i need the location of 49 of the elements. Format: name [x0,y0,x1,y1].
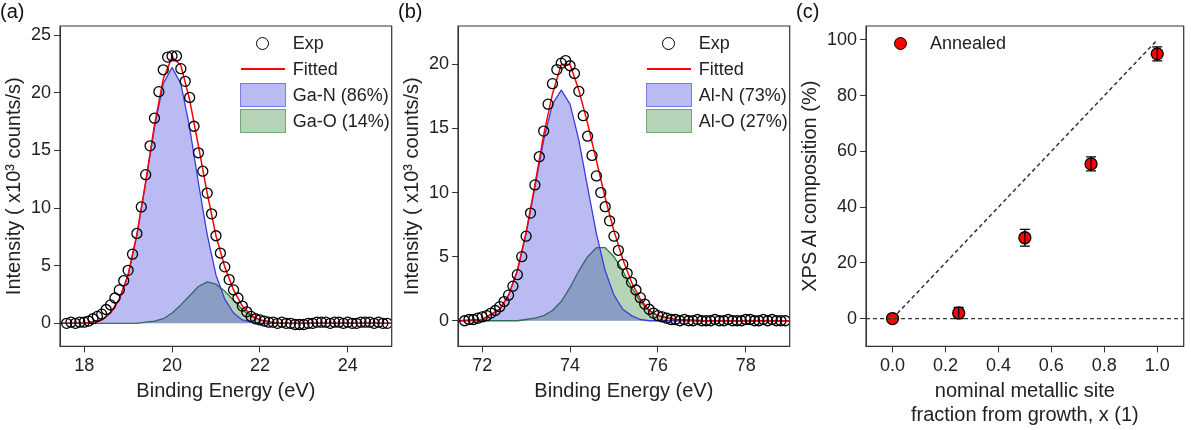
y-tick-label: 0 [439,309,450,330]
x-axis-title: nominal metallic site fraction from growth, x (1) [909,378,1140,426]
x-tick-label: 76 [647,355,668,376]
x-tick-label: 24 [337,355,358,376]
x-tick-label: 72 [472,355,493,376]
legend-label: Al-O (27%) [698,110,788,132]
legend-label: Fitted [698,58,744,80]
y-tick-label: 10 [428,181,450,202]
x-tick-label: 0.6 [1038,355,1064,376]
y-axis-title: Intensity ( x10³ counts/s) [1,77,24,296]
y-tick-label: 10 [30,197,52,218]
y-axis-title: Intensity ( x10³ counts/s) [399,77,422,296]
x-tick-label: 0.0 [879,355,906,376]
y-tick-label: 0 [847,307,858,328]
legend-label: Exp [292,32,324,54]
x-tick-label: 0.2 [932,355,958,376]
legend-label: Fitted [292,58,338,80]
legend-label: Ga-N (86%) [292,84,389,106]
chart-title: (b) [398,0,423,22]
x-tick-label: 20 [162,355,183,376]
legend-label: Ga-O (14%) [292,110,390,132]
x-tick-label: 74 [560,355,581,376]
y-tick-label: 20 [837,251,858,272]
y-tick-label: 5 [439,245,450,266]
x-tick-label: 0.8 [1091,355,1117,376]
x-tick-label: 22 [249,355,270,376]
legend-label: Annealed [930,32,1007,54]
y-tick-label: 15 [428,117,450,138]
y-tick-label: 20 [428,53,450,74]
y-tick-label: 60 [837,140,858,161]
chart-title: (a) [0,0,25,22]
x-axis-title: Binding Energy (eV) [534,378,714,402]
x-tick-label: 18 [74,355,95,376]
chart-title: (c) [796,0,820,22]
y-tick-label: 80 [837,84,858,105]
y-axis-title: XPS Al composition (%) [797,80,820,292]
legend-label: Exp [698,32,730,54]
x-tick-label: 0.4 [985,355,1011,376]
x-tick-label: 78 [735,355,756,376]
y-tick-label: 20 [30,81,52,102]
y-tick-label: 5 [41,254,52,275]
y-tick-label: 40 [837,196,858,217]
y-tick-label: 0 [41,312,52,333]
x-tick-label: 1.0 [1144,355,1170,376]
y-tick-label: 15 [30,139,52,160]
legend-label: Al-N (73%) [698,84,787,106]
y-tick-label: 25 [30,24,52,45]
x-axis-title: Binding Energy (eV) [136,378,316,402]
y-tick-label: 100 [826,28,858,49]
